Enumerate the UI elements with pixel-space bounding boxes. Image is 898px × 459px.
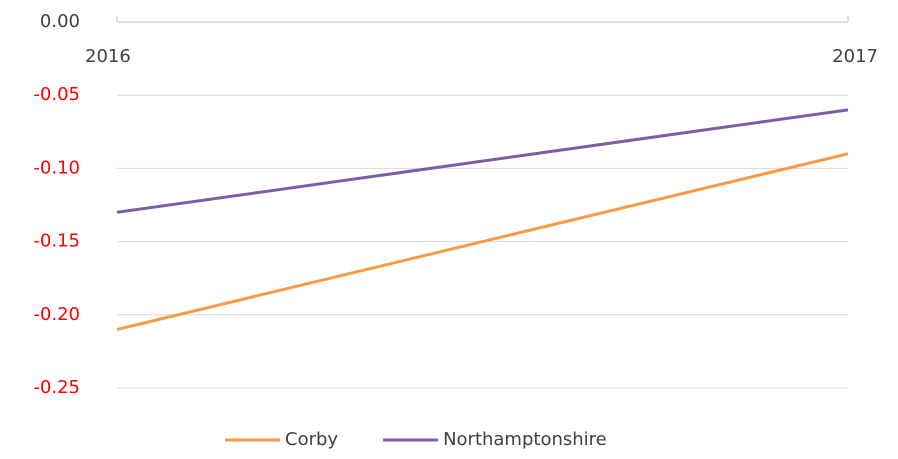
- legend-label: Northamptonshire: [443, 429, 607, 450]
- y-tick-label: -0.10: [33, 157, 80, 178]
- y-tick-label: -0.05: [33, 84, 80, 105]
- y-tick-label: -0.15: [33, 231, 80, 252]
- y-tick-label: 0.00: [40, 11, 80, 32]
- y-tick-label: -0.20: [33, 304, 80, 325]
- y-tick-label: -0.25: [33, 377, 80, 398]
- legend-label: Corby: [285, 429, 338, 450]
- x-tick-label: 2016: [85, 46, 131, 67]
- series-line: [116, 108, 849, 214]
- x-tick-label: 2017: [832, 46, 878, 67]
- series-line: [116, 152, 849, 331]
